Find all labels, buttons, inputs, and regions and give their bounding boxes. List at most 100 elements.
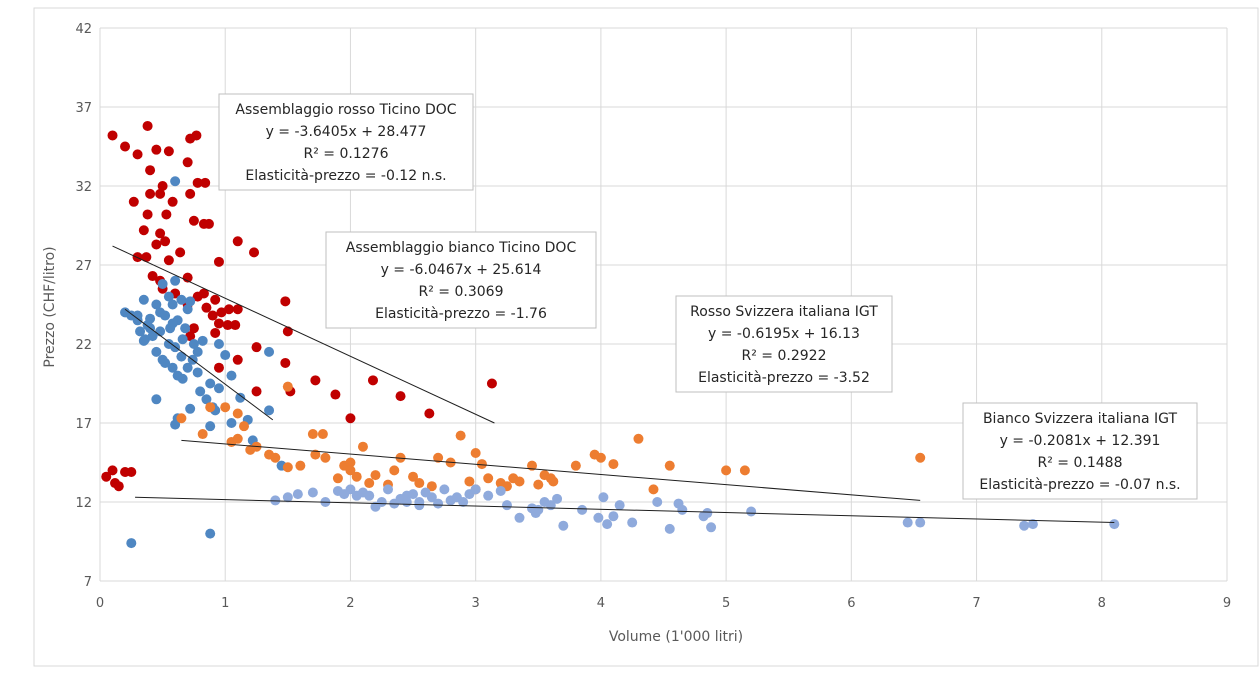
x-tick-label: 5 [722, 596, 730, 611]
point-bianco-doc [138, 335, 149, 346]
point-rosso-igt [464, 476, 475, 487]
point-rosso-doc [120, 141, 131, 152]
point-rosso-igt [533, 479, 544, 490]
point-rosso-igt [414, 478, 425, 489]
point-bianco-doc [205, 421, 216, 432]
point-rosso-doc [198, 288, 209, 299]
y-tick-label: 12 [75, 496, 92, 511]
point-rosso-doc [113, 481, 124, 492]
point-bianco-igt [702, 508, 713, 519]
point-rosso-doc [216, 307, 227, 318]
point-rosso-igt [426, 481, 437, 492]
point-rosso-igt [307, 429, 318, 440]
point-bianco-igt [602, 519, 613, 530]
point-bianco-doc [157, 278, 168, 289]
point-rosso-igt [915, 452, 926, 463]
point-rosso-doc [230, 320, 241, 331]
point-rosso-igt [345, 457, 356, 468]
point-rosso-doc [160, 236, 171, 247]
point-bianco-doc [192, 346, 203, 357]
point-bianco-doc [167, 299, 178, 310]
point-rosso-igt [455, 430, 466, 441]
point-rosso-doc [210, 327, 221, 338]
point-rosso-doc [151, 239, 162, 250]
point-bianco-igt [652, 497, 663, 507]
point-rosso-doc [201, 302, 212, 313]
annotation-line: Bianco Svizzera italiana IGT [983, 411, 1178, 427]
point-rosso-doc [210, 294, 221, 305]
point-rosso-doc [251, 386, 262, 397]
point-rosso-doc [107, 465, 118, 476]
point-bianco-igt [1109, 519, 1120, 530]
point-bianco-igt [483, 490, 494, 501]
point-bianco-igt [501, 500, 512, 511]
annotation-line: Elasticità-prezzo = -0.07 n.s. [979, 477, 1180, 493]
point-rosso-igt [357, 441, 368, 452]
y-tick-label: 22 [75, 338, 92, 353]
point-bianco-doc [220, 350, 231, 361]
point-rosso-igt [389, 465, 400, 476]
annotation-box [325, 231, 597, 329]
point-bianco-doc [147, 331, 158, 342]
point-rosso-doc [188, 323, 199, 334]
point-bianco-igt [706, 522, 717, 533]
point-rosso-igt [721, 465, 732, 476]
point-bianco-doc [205, 378, 216, 389]
x-tick-label: 4 [597, 596, 605, 611]
y-tick-label: 42 [75, 22, 92, 37]
point-rosso-doc [157, 181, 168, 191]
point-rosso-igt [345, 465, 356, 476]
point-bianco-igt [292, 489, 303, 500]
point-bianco-igt [364, 490, 375, 501]
point-bianco-doc [177, 334, 188, 345]
point-rosso-doc [192, 177, 203, 188]
point-bianco-igt [401, 497, 412, 507]
point-rosso-doc [182, 157, 193, 168]
point-bianco-doc [182, 362, 193, 373]
point-bianco-doc [177, 373, 188, 384]
point-rosso-doc [155, 188, 166, 199]
point-rosso-doc [141, 252, 152, 263]
point-rosso-igt [310, 449, 321, 460]
x-tick-label: 9 [1223, 596, 1231, 611]
point-bianco-doc [226, 418, 237, 428]
annotation-line: y = -3.6405x + 28.477 [266, 124, 427, 140]
point-rosso-doc [107, 130, 118, 141]
point-bianco-igt [598, 492, 609, 503]
y-tick-label: 27 [75, 259, 92, 274]
point-bianco-igt [1019, 520, 1030, 531]
y-tick-label: 37 [75, 101, 92, 116]
point-bianco-igt [307, 487, 318, 498]
point-bianco-doc [197, 335, 208, 346]
point-bianco-igt [433, 498, 444, 509]
x-axis-ticks: 0 1 2 3 4 5 6 7 8 9 [96, 596, 1231, 611]
point-bianco-doc [138, 294, 149, 305]
point-rosso-doc [142, 120, 153, 131]
point-bianco-doc [201, 394, 212, 405]
point-rosso-doc [145, 188, 156, 199]
point-bianco-igt [902, 517, 913, 528]
point-rosso-doc [101, 471, 112, 482]
point-bianco-igt [577, 504, 588, 515]
point-rosso-igt [608, 459, 619, 470]
point-bianco-doc [264, 346, 275, 357]
trendline-annotations: Assemblaggio rosso Ticino DOC y = -3.6405… [218, 93, 1198, 500]
x-tick-label: 1 [221, 596, 229, 611]
point-rosso-doc [142, 209, 153, 220]
annotation-line: Rosso Svizzera italiana IGT [690, 304, 878, 320]
point-bianco-doc [176, 351, 187, 362]
y-axis-ticks: 7 12 17 22 27 32 37 42 [75, 22, 92, 590]
point-bianco-igt [345, 484, 356, 495]
point-rosso-doc [132, 149, 143, 160]
point-bianco-igt [1027, 519, 1038, 530]
trendlines [112, 245, 1115, 524]
point-bianco-doc [151, 394, 162, 405]
point-bianco-doc [160, 357, 171, 368]
annotation-line: R² = 0.1488 [1038, 455, 1123, 471]
point-bianco-doc [167, 318, 178, 329]
point-bianco-igt [558, 520, 569, 531]
point-bianco-igt [608, 511, 619, 522]
point-rosso-doc [330, 389, 341, 400]
point-rosso-igt [270, 452, 281, 463]
point-bianco-doc [170, 419, 181, 430]
